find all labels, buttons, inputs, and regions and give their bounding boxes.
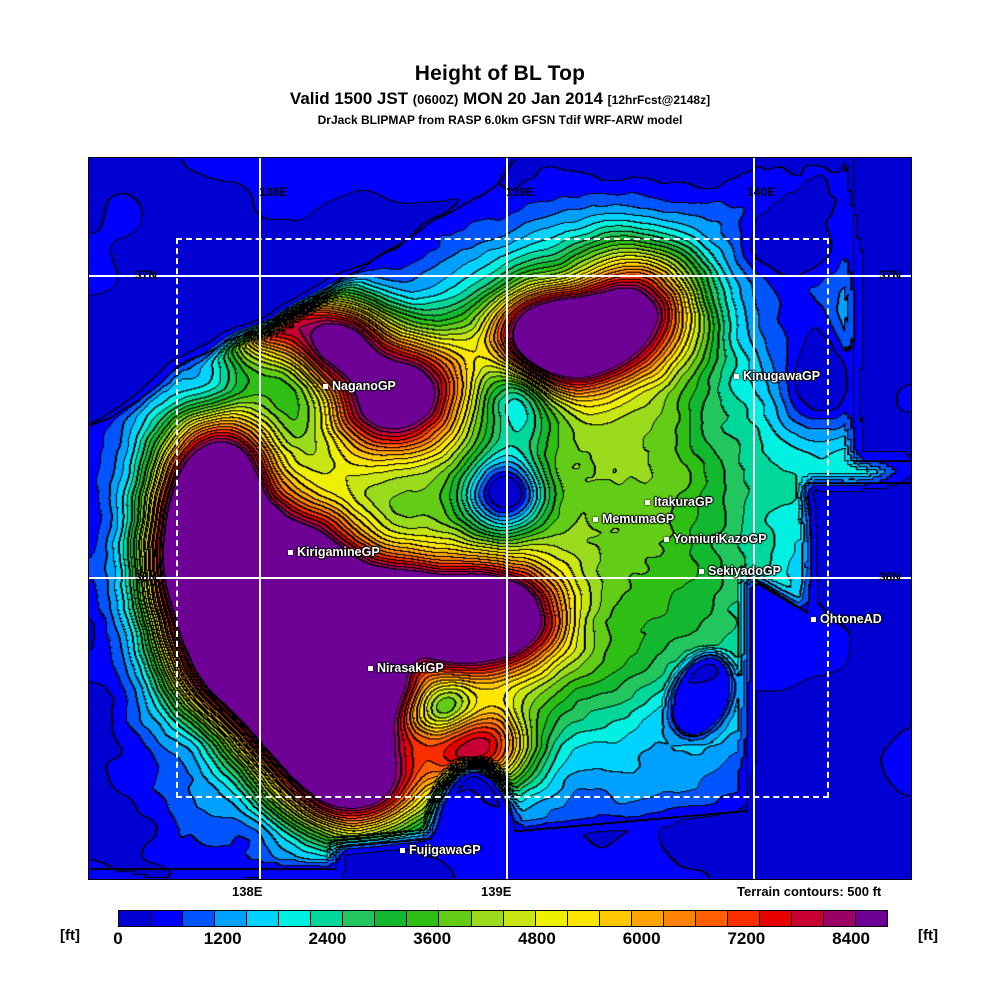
lon-label-bottom-138e: 138E xyxy=(232,884,263,899)
valid-time-utc: (0600Z) xyxy=(412,92,459,107)
map-panel[interactable]: 138E 139E 140E 37N 36N 37N 36N NaganoGP K… xyxy=(88,157,912,880)
station-label: ItakuraGP xyxy=(654,495,714,509)
colorbar-swatch-23 xyxy=(856,911,888,926)
lat-label-left-36n: 36N xyxy=(135,570,158,584)
bl-top-height-field xyxy=(89,158,911,879)
lon-label-bottom-139e: 139E xyxy=(481,884,512,899)
station-dot-icon xyxy=(734,373,739,379)
colorbar-swatch-1 xyxy=(151,911,184,926)
colorbar-swatch-17 xyxy=(663,911,696,926)
station-marker-ohtonead[interactable]: OhtoneAD xyxy=(811,612,882,626)
chart-header: Height of BL Top Valid 1500 JST (0600Z) … xyxy=(0,62,1000,128)
station-dot-icon xyxy=(368,665,373,671)
station-marker-memumagp[interactable]: MemumaGP xyxy=(593,512,674,526)
colorbar-swatch-8 xyxy=(375,911,408,926)
station-marker-kirigaminegp[interactable]: KirigamineGP xyxy=(288,545,380,559)
lon-label-top-140e: 140E xyxy=(747,185,776,199)
colorbar-swatch-0 xyxy=(119,911,152,926)
colorbar-tick-4800: 4800 xyxy=(517,929,556,948)
lat-label-right-36n: 36N xyxy=(879,570,902,584)
station-label: OhtoneAD xyxy=(820,612,882,626)
terrain-contour-note: Terrain contours: 500 ft xyxy=(737,884,882,899)
colorbar-swatch-16 xyxy=(631,911,664,926)
colorbar-swatch-20 xyxy=(759,911,792,926)
colorbar-tick-3600: 3600 xyxy=(413,929,452,948)
lon-label-top-139e: 139E xyxy=(506,185,535,199)
station-dot-icon xyxy=(593,516,598,522)
station-label: YomiuriKazoGP xyxy=(673,532,767,546)
colorbar-tick-1200: 1200 xyxy=(203,929,242,948)
colorbar-swatch-15 xyxy=(599,911,632,926)
colorbar-swatch-10 xyxy=(439,911,472,926)
colorbar-swatch-4 xyxy=(247,911,280,926)
model-source-line: DrJack BLIPMAP from RASP 6.0km GFSN Tdif… xyxy=(317,113,683,127)
station-marker-itakuragp[interactable]: ItakuraGP xyxy=(645,495,713,509)
valid-time-line: Valid 1500 JST (0600Z) MON 20 Jan 2014 [… xyxy=(0,88,1000,111)
station-marker-naganogp[interactable]: NaganoGP xyxy=(323,379,396,393)
station-label: NirasakiGP xyxy=(377,661,444,675)
station-dot-icon xyxy=(400,847,405,853)
station-dot-icon xyxy=(323,383,328,389)
station-dot-icon xyxy=(811,616,816,622)
colorbar-swatch-7 xyxy=(343,911,376,926)
station-marker-sekiyadogp[interactable]: SekiyadoGP xyxy=(699,564,781,578)
colorbar-tick-7200: 7200 xyxy=(727,929,766,948)
page-title: Height of BL Top xyxy=(414,62,586,85)
station-label: FujigawaGP xyxy=(409,843,481,857)
station-label: MemumaGP xyxy=(602,512,675,526)
station-label: KirigamineGP xyxy=(297,545,380,559)
valid-time-main: Valid 1500 JST xyxy=(289,89,409,108)
colorbar-unit-left: [ft] xyxy=(60,927,80,944)
colorbar-unit-right: [ft] xyxy=(918,927,938,944)
colorbar-swatch-19 xyxy=(727,911,760,926)
colorbar-swatch-3 xyxy=(215,911,248,926)
lon-label-top-138e: 138E xyxy=(259,185,288,199)
lat-label-left-37n: 37N xyxy=(135,268,158,282)
colorbar-swatch-12 xyxy=(503,911,536,926)
station-marker-kinugawagp[interactable]: KinugawaGP xyxy=(734,369,820,383)
colorbar-swatches[interactable] xyxy=(118,910,888,927)
station-label: SekiyadoGP xyxy=(708,564,781,578)
colorbar-swatch-18 xyxy=(695,911,728,926)
colorbar-swatch-2 xyxy=(183,911,216,926)
station-label: NaganoGP xyxy=(332,379,396,393)
colorbar-swatch-6 xyxy=(311,911,344,926)
colorbar-swatch-11 xyxy=(471,911,504,926)
colorbar-swatch-9 xyxy=(407,911,440,926)
colorbar-tick-2400: 2400 xyxy=(308,929,347,948)
colorbar-tick-0: 0 xyxy=(113,929,123,948)
station-dot-icon xyxy=(645,499,650,505)
colorbar-swatch-5 xyxy=(279,911,312,926)
colorbar-swatch-21 xyxy=(791,911,825,926)
colorbar-swatch-14 xyxy=(567,911,600,926)
forecast-tag: [12hrFcst@2148z] xyxy=(607,93,711,107)
colorbar[interactable]: [ft] [ft] 0 1200 2400 3600 4800 6000 7200 8400 xyxy=(0,905,1000,965)
station-marker-nirasakigp[interactable]: NirasakiGP xyxy=(368,661,444,675)
station-label: KinugawaGP xyxy=(743,369,821,383)
colorbar-swatch-13 xyxy=(535,911,568,926)
colorbar-tick-8400: 8400 xyxy=(832,929,870,948)
station-dot-icon xyxy=(288,549,293,555)
station-dot-icon xyxy=(664,536,669,542)
colorbar-tick-6000: 6000 xyxy=(622,929,661,948)
colorbar-swatch-22 xyxy=(824,911,857,926)
valid-date: MON 20 Jan 2014 xyxy=(463,89,603,108)
lat-label-right-37n: 37N xyxy=(879,268,902,282)
station-marker-fujigawagp[interactable]: FujigawaGP xyxy=(400,843,481,857)
station-dot-icon xyxy=(699,568,704,574)
station-marker-yomiurikazogp[interactable]: YomiuriKazoGP xyxy=(664,532,767,546)
